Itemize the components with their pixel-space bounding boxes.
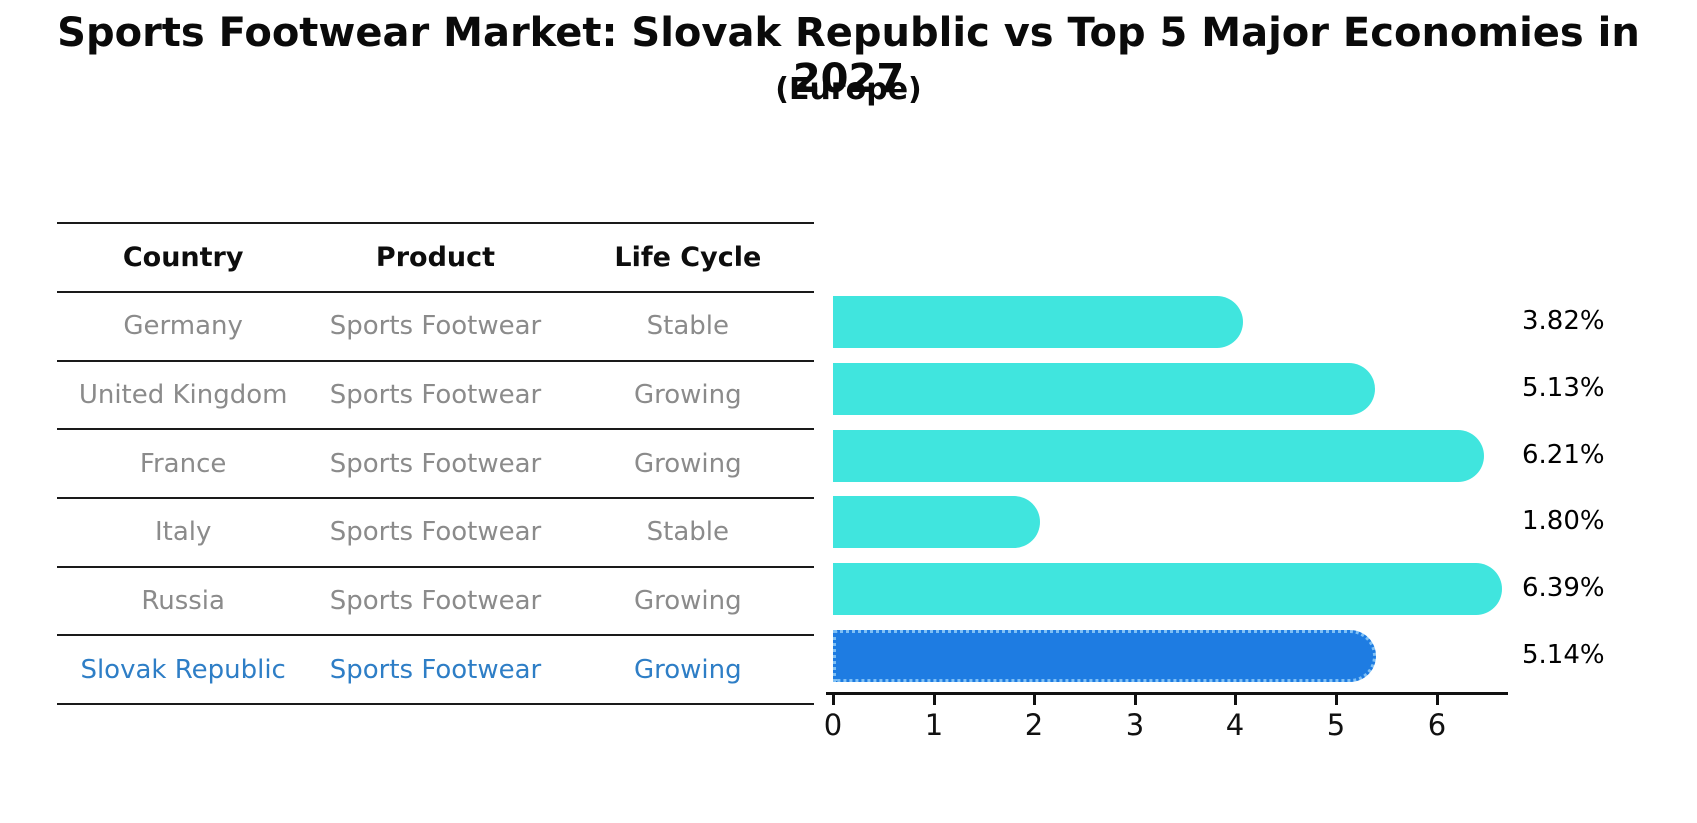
chart-subtitle: (Europe) (775, 72, 922, 107)
x-tick-0 (832, 692, 835, 705)
x-tick-2 (1033, 692, 1036, 705)
table-row-russia: Russia Sports Footwear Growing (57, 568, 814, 637)
cell-france-life-cycle: Growing (633, 448, 742, 479)
cell-italy-product: Sports Footwear (329, 517, 542, 548)
cell-russia-product: Sports Footwear (329, 586, 542, 617)
cell-germany-product: Sports Footwear (329, 311, 542, 342)
x-tick-label-2: 2 (1024, 708, 1044, 742)
bar-united-kingdom (833, 363, 1375, 415)
cell-germany-life-cycle: Stable (646, 311, 729, 342)
table-row-germany: Germany Sports Footwear Stable (57, 293, 814, 362)
bar-germany (833, 296, 1243, 348)
cell-slovak-republic-product: Sports Footwear (329, 654, 542, 685)
x-tick-label-4: 4 (1225, 708, 1245, 742)
value-label-slovak-republic: 5.14% (1522, 640, 1605, 670)
country-table: Country Product Life Cycle Germany Sports F… (57, 222, 814, 706)
cell-united-kingdom-life-cycle: Growing (633, 380, 742, 411)
table-row-slovak-republic: Slovak Republic Sports Footwear Growing (57, 636, 814, 706)
bar-france (833, 430, 1484, 482)
bar-italy (833, 496, 1040, 548)
bar-slovak-republic (833, 630, 1376, 682)
value-label-germany: 3.82% (1522, 306, 1605, 336)
x-tick-label-5: 5 (1326, 708, 1346, 742)
cell-italy-country: Italy (154, 517, 212, 548)
table-header-row: Country Product Life Cycle (57, 222, 814, 293)
cell-slovak-republic-life-cycle: Growing (633, 654, 742, 685)
cell-france-country: France (139, 448, 227, 479)
x-tick-label-1: 1 (924, 708, 944, 742)
cell-germany-country: Germany (123, 311, 243, 342)
cell-united-kingdom-country: United Kingdom (78, 380, 288, 411)
table-header-life-cycle: Life Cycle (614, 242, 762, 273)
chart-title: Sports Footwear Market: Slovak Republic … (57, 10, 1640, 102)
value-label-france: 6.21% (1522, 440, 1605, 470)
table-header-product: Product (375, 242, 496, 273)
cell-italy-life-cycle: Stable (646, 517, 729, 548)
x-tick-3 (1134, 692, 1137, 705)
x-tick-label-0: 0 (823, 708, 843, 742)
table-header-country: Country (122, 242, 244, 273)
bar-russia (833, 563, 1502, 615)
value-label-russia: 6.39% (1522, 573, 1605, 603)
x-tick-5 (1335, 692, 1338, 705)
x-tick-label-6: 6 (1427, 708, 1447, 742)
x-tick-6 (1436, 692, 1439, 705)
x-axis-line (826, 692, 1508, 695)
cell-russia-life-cycle: Growing (633, 586, 742, 617)
cell-france-product: Sports Footwear (329, 448, 542, 479)
value-label-united-kingdom: 5.13% (1522, 373, 1605, 403)
cell-slovak-republic-country: Slovak Republic (80, 654, 286, 685)
x-tick-4 (1234, 692, 1237, 705)
x-tick-1 (933, 692, 936, 705)
value-label-italy: 1.80% (1522, 506, 1605, 536)
cell-united-kingdom-product: Sports Footwear (329, 380, 542, 411)
x-tick-label-3: 3 (1125, 708, 1145, 742)
table-row-italy: Italy Sports Footwear Stable (57, 499, 814, 568)
table-row-united-kingdom: United Kingdom Sports Footwear Growing (57, 362, 814, 431)
cell-russia-country: Russia (141, 586, 225, 617)
table-row-france: France Sports Footwear Growing (57, 430, 814, 500)
